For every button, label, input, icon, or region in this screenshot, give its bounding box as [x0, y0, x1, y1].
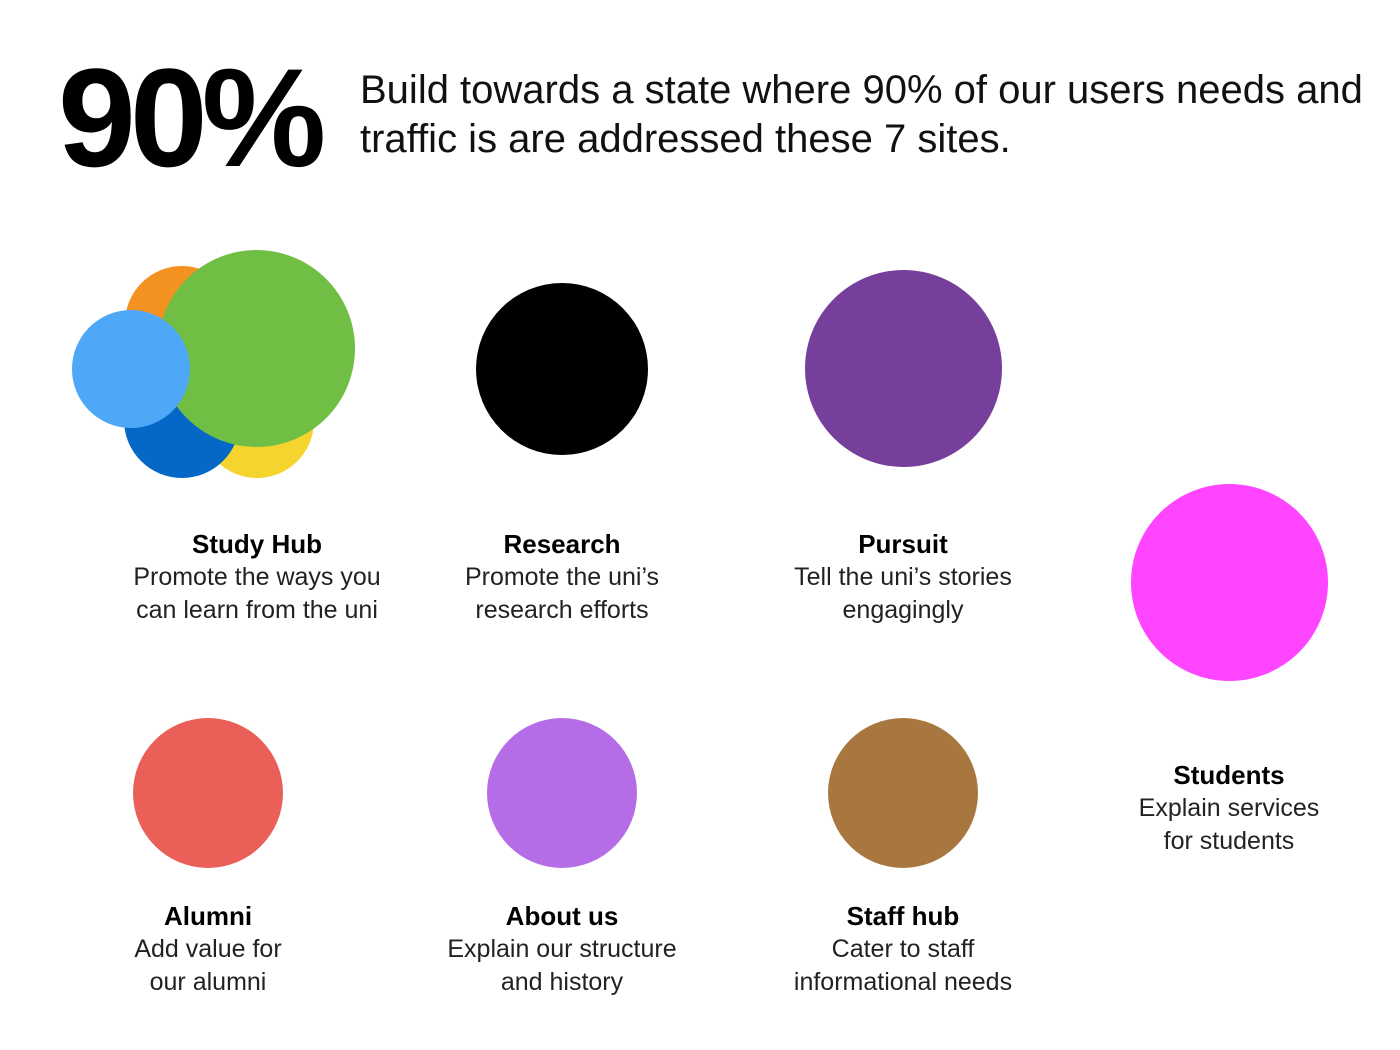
study-hub-green-circle [158, 250, 355, 447]
site-research: Research Promote the uni’s research effo… [397, 528, 727, 627]
pursuit-circle [805, 270, 1002, 467]
site-name-about-us: About us [505, 901, 619, 931]
site-name-research: Research [503, 529, 621, 559]
site-desc-study-hub: Promote the ways you can learn from the … [133, 563, 381, 624]
site-alumni: Alumni Add value for our alumni [43, 900, 373, 999]
study-hub-light-blue-circle [72, 310, 190, 428]
site-desc-alumni: Add value for our alumni [134, 935, 282, 996]
site-desc-pursuit: Tell the uni’s stories engagingly [794, 563, 1012, 624]
site-name-study-hub: Study Hub [192, 529, 322, 559]
big-stat: 90% [58, 39, 326, 196]
site-name-students: Students [1173, 760, 1285, 790]
site-name-alumni: Alumni [163, 901, 253, 931]
site-desc-students: Explain services for students [1138, 794, 1320, 855]
site-name-staff-hub: Staff hub [846, 901, 960, 931]
site-name-pursuit: Pursuit [858, 529, 948, 559]
about-us-circle [487, 718, 637, 868]
alumni-circle [133, 718, 283, 868]
site-desc-research: Promote the uni’s research efforts [464, 563, 660, 624]
students-circle [1131, 484, 1328, 681]
site-about-us: About us Explain our structure and histo… [397, 900, 727, 999]
site-pursuit: Pursuit Tell the uni’s stories engagingl… [738, 528, 1068, 627]
site-desc-staff-hub: Cater to staff informational needs [793, 935, 1013, 996]
site-desc-about-us: Explain our structure and history [447, 935, 677, 996]
site-staff-hub: Staff hub Cater to staff informational n… [738, 900, 1068, 999]
goal-statement: Build towards a state where 90% of our u… [360, 68, 1363, 161]
site-study-hub: Study Hub Promote the ways you can learn… [92, 528, 422, 627]
staff-hub-circle [828, 718, 978, 868]
research-circle [476, 283, 648, 455]
site-students: Students Explain services for students [1064, 759, 1394, 858]
